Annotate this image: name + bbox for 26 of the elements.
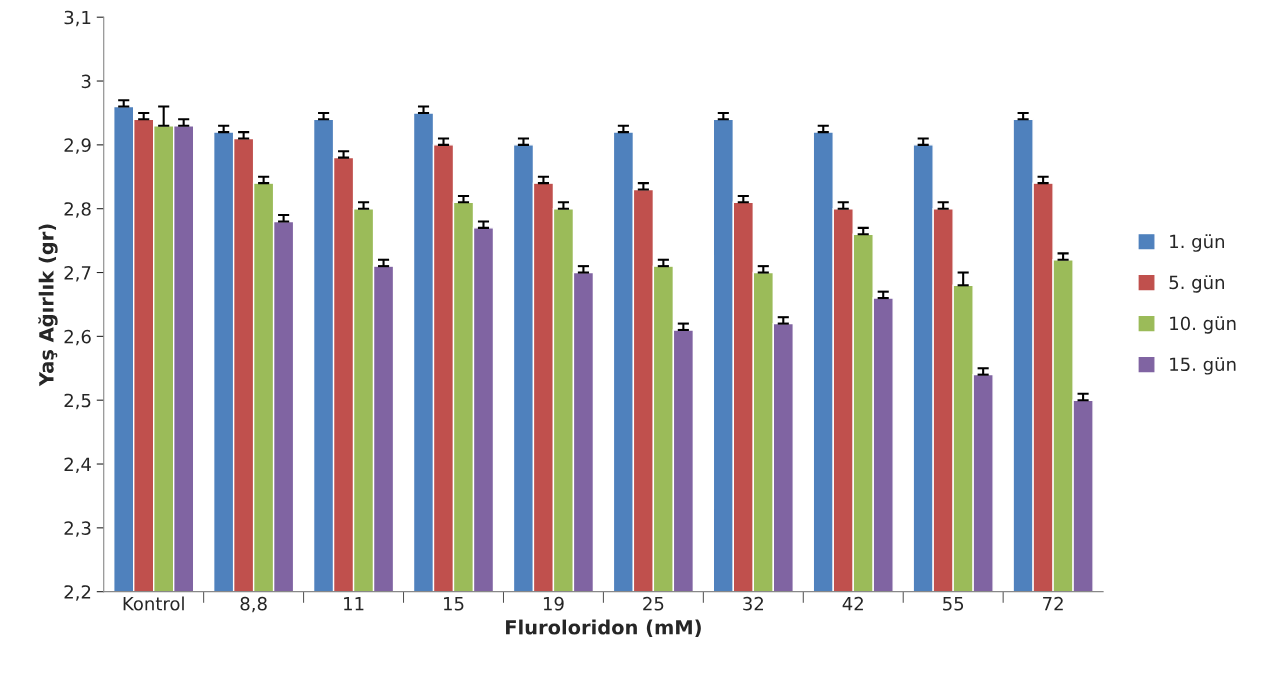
x-tick-label: 25 bbox=[643, 596, 664, 611]
x-tick-label: 8,8 bbox=[240, 596, 267, 613]
x-tick-label: 11 bbox=[344, 597, 364, 611]
y-tick-label: 2,8 bbox=[64, 202, 91, 218]
x-axis-title: Fluroloridon (mM) bbox=[506, 619, 701, 637]
x-tick-label: 19 bbox=[543, 596, 564, 611]
y-tick-label: 3,1 bbox=[64, 10, 91, 27]
x-tick-label: 15 bbox=[444, 597, 464, 611]
legend-label: 15. gün bbox=[1170, 357, 1236, 375]
x-tick-label: 42 bbox=[842, 596, 863, 611]
y-axis-title: Yaş Ağırlık (gr) bbox=[38, 224, 58, 387]
y-tick-label: 2,9 bbox=[64, 138, 91, 154]
legend-label: 5. gün bbox=[1169, 275, 1224, 293]
x-tick-label: Kontrol bbox=[123, 596, 184, 611]
y-tick-label: 2,2 bbox=[64, 585, 91, 601]
x-tick-label: 55 bbox=[943, 597, 964, 611]
x-tick-label: 32 bbox=[743, 596, 763, 611]
y-tick-label: 2,4 bbox=[64, 457, 91, 473]
x-tick-label: 72 bbox=[1043, 596, 1063, 611]
y-tick-label: 2,5 bbox=[64, 393, 91, 410]
y-tick-label: 2,6 bbox=[64, 329, 91, 346]
y-tick-label: 3 bbox=[81, 74, 91, 89]
legend-label: 10. gün bbox=[1170, 316, 1236, 334]
legend-label: 1. gün bbox=[1170, 234, 1224, 252]
y-tick-label: 2,7 bbox=[64, 265, 91, 282]
y-tick-label: 2,3 bbox=[64, 521, 91, 537]
